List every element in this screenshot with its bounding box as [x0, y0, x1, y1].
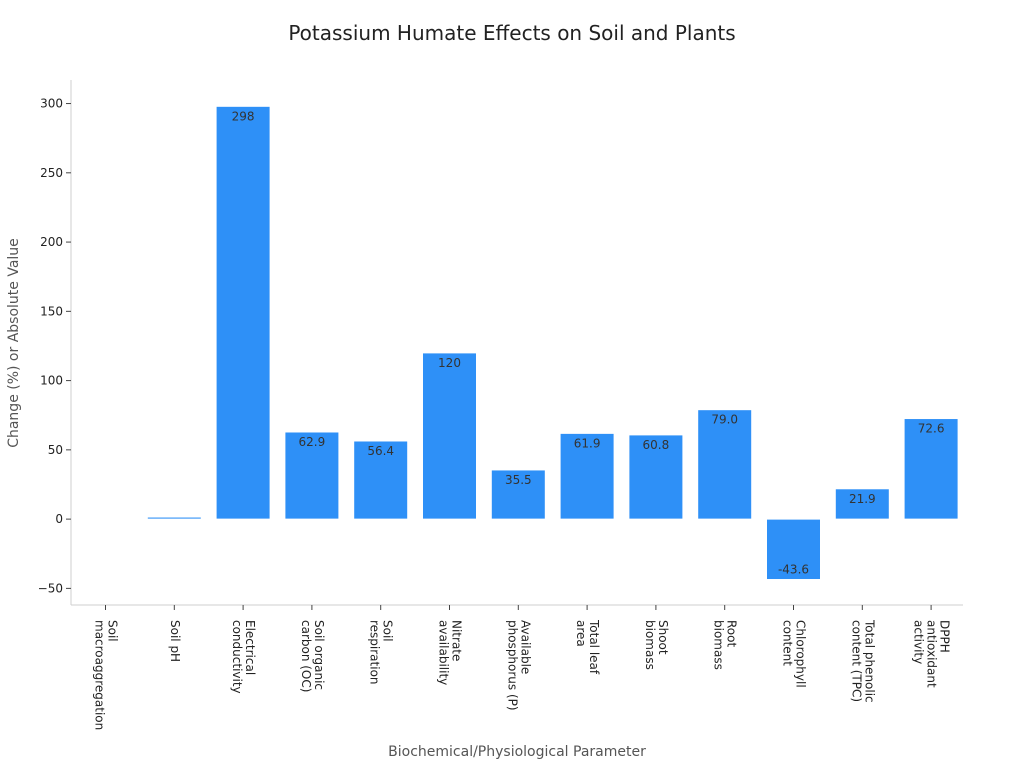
- x-tick-label-line: Soil: [106, 620, 120, 642]
- y-tick-label: 150: [40, 304, 63, 318]
- bar[interactable]: [628, 434, 684, 520]
- y-axis-ticks: −50 0 50 100 150 200 250 300: [38, 97, 71, 595]
- y-tick-label: 300: [40, 97, 63, 111]
- x-tick-label-line: biomass: [712, 620, 726, 670]
- bar[interactable]: [78, 518, 133, 521]
- bar-value-label: 72.6: [918, 422, 945, 436]
- bar[interactable]: [353, 440, 409, 520]
- x-tick-label-line: area: [574, 620, 588, 647]
- y-tick-label: 200: [40, 235, 63, 249]
- x-tick-label-line: Nitrate: [450, 620, 464, 661]
- bar-value-label: 79.0: [711, 413, 738, 427]
- x-tick-label-line: carbon (OC): [299, 620, 313, 692]
- x-tick-label-line: Total leaf: [587, 619, 601, 675]
- bar-value-label: 60.8: [643, 438, 670, 452]
- data-labels-group: 298 62.9 56.4 120 35.5 61.9 60.8 79.0 -43.6 21.9 7…: [232, 109, 945, 576]
- y-tick-label: 100: [40, 374, 63, 388]
- x-tick-label-line: conductivity: [230, 620, 244, 694]
- bar[interactable]: [422, 352, 477, 520]
- bar-value-label: 56.4: [367, 444, 394, 458]
- x-tick-label-line: content (TPC): [849, 620, 863, 702]
- bar[interactable]: [834, 488, 890, 520]
- x-tick-label-line: Shoot: [656, 620, 670, 655]
- y-axis-title: Change (%) or Absolute Value: [6, 238, 22, 448]
- bar[interactable]: [903, 418, 959, 520]
- x-tick-label-line: Electrical: [243, 620, 257, 675]
- x-tick-label-line: Soil: [381, 620, 395, 642]
- bar[interactable]: [490, 469, 546, 520]
- bar[interactable]: [284, 431, 340, 520]
- y-tick-label: 250: [40, 166, 63, 180]
- x-tick-label-line: Available: [518, 620, 532, 674]
- x-tick-label-line: Chlorophyll: [794, 620, 808, 688]
- bar[interactable]: [697, 409, 753, 520]
- bar-value-label: 61.9: [574, 436, 601, 450]
- x-tick-label-line: respiration: [368, 620, 382, 685]
- x-tick-label-line: biomass: [643, 620, 657, 670]
- y-tick-label: 0: [55, 512, 63, 526]
- x-tick-label-line: activity: [912, 620, 926, 664]
- x-tick-label-line: Total phenolic: [862, 619, 876, 703]
- y-tick-label: 50: [48, 443, 63, 457]
- bar-value-label: 21.9: [849, 492, 876, 506]
- y-tick-label: −50: [38, 581, 63, 595]
- x-tick-label-line: phosphorus (P): [505, 620, 519, 711]
- bar-value-label: 35.5: [505, 473, 532, 487]
- bar-value-label: -43.6: [778, 563, 809, 577]
- bar-value-label: 62.9: [299, 435, 326, 449]
- x-tick-label-line: macroaggregation: [93, 620, 107, 730]
- x-tick-label-line: antioxidant: [925, 620, 939, 688]
- x-tick-label-line: Soil organic: [312, 620, 326, 690]
- x-tick-label-line: availability: [437, 620, 451, 685]
- x-tick-label-line: Root: [725, 620, 739, 647]
- bar[interactable]: [559, 432, 615, 520]
- x-axis-title: Biochemical/Physiological Parameter: [388, 744, 646, 760]
- bar[interactable]: [215, 105, 271, 520]
- bar[interactable]: [146, 516, 202, 520]
- bar-value-label: 120: [438, 356, 461, 370]
- bars-group: [78, 105, 959, 581]
- bar[interactable]: [766, 518, 821, 581]
- x-tick-label: Soil pH: [168, 620, 182, 662]
- x-tick-label-line: DPPH: [938, 620, 952, 653]
- x-tick-label-line: Soil pH: [168, 620, 182, 662]
- chart-title: Potassium Humate Effects on Soil and Pla…: [288, 21, 735, 45]
- x-tick-label-line: content: [781, 620, 795, 666]
- bar-value-label: 298: [232, 109, 255, 123]
